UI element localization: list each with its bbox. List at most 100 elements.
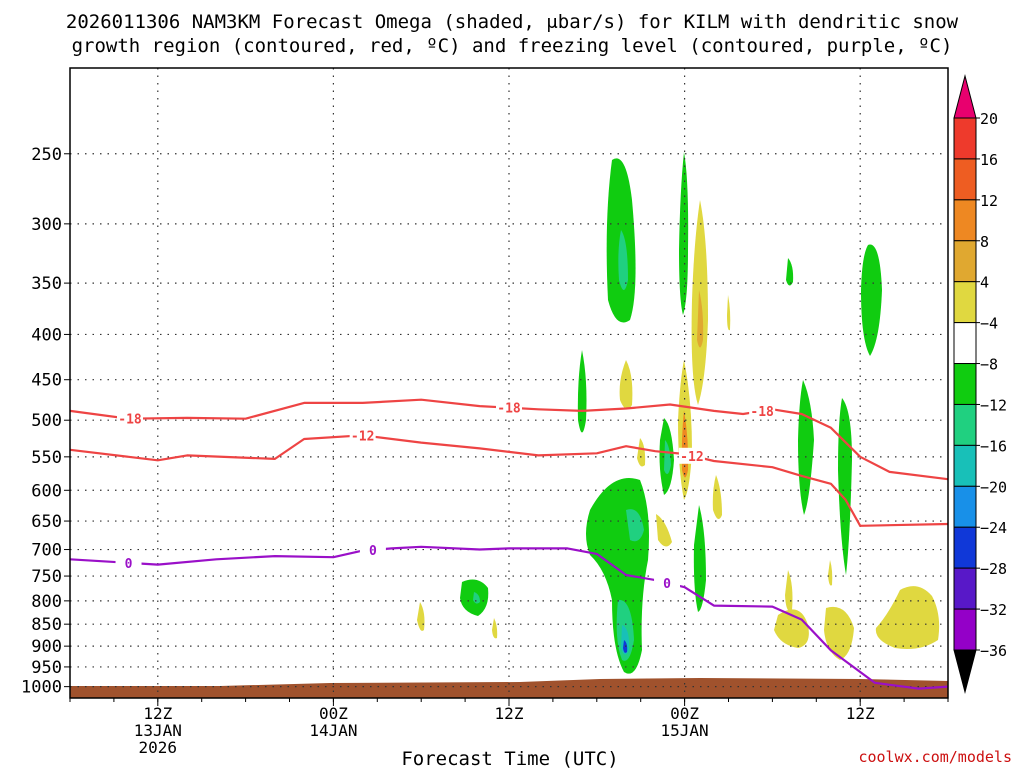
colorbar-label: 8 — [980, 233, 989, 251]
contour-label-bg — [116, 410, 143, 427]
omega-cell-teal — [626, 509, 644, 542]
colorbar-bin — [953, 117, 977, 160]
y-tick-label: 500 — [31, 411, 62, 431]
contour-label: -18 — [118, 413, 142, 428]
colorbar-bin — [953, 363, 977, 405]
colorbar-bin — [953, 526, 977, 569]
omega-cell-green — [861, 244, 882, 356]
contour-label-bg — [359, 541, 386, 558]
y-tick-label: 650 — [31, 512, 62, 532]
omega-cell-orange — [697, 290, 704, 348]
colorbar-label: −12 — [980, 396, 1007, 414]
colorbar-bottom-triangle — [953, 649, 977, 694]
plot-frame — [69, 67, 949, 699]
y-axis-ticks: 2503003504004505005506006507007508008509… — [21, 145, 70, 698]
contour-label: -12 — [680, 450, 703, 465]
contour-label-bg — [654, 574, 681, 591]
omega-cell-green — [693, 505, 706, 612]
x-tick-date: 15JAN — [661, 721, 709, 740]
y-tick-label: 400 — [31, 325, 62, 345]
temperature-contours: -18 -18 -18 -12 -12 0 0 0 — [69, 398, 949, 690]
x-tick-label: 12Z — [846, 704, 875, 723]
contour-label: 0 — [369, 544, 377, 559]
colorbar-label: −36 — [980, 642, 1007, 660]
y-tick-label: 900 — [31, 637, 62, 657]
x-tick-label: 00Z — [319, 704, 348, 723]
colorbar-label: −8 — [980, 356, 998, 374]
omega-cell-yellow — [824, 606, 854, 660]
omega-cell-yellow — [619, 360, 633, 409]
y-tick-label: 600 — [31, 481, 62, 501]
omega-cell-yellow — [828, 560, 833, 586]
colorbar-bin — [953, 444, 977, 487]
contour-label-bg — [349, 427, 376, 444]
colorbar-top-triangle — [953, 74, 977, 119]
colorbar-label: −16 — [980, 437, 1007, 455]
y-tick-label: 700 — [31, 541, 62, 561]
colorbar-label: 12 — [980, 192, 998, 210]
y-tick-label: 750 — [31, 567, 62, 587]
colorbar-label: 4 — [980, 274, 989, 292]
colorbar-bin — [953, 158, 977, 201]
x-tick-date: 14JAN — [309, 721, 357, 740]
plot-grid — [70, 68, 948, 698]
colorbar-label: −4 — [980, 315, 998, 333]
contour-label: -12 — [351, 429, 374, 444]
omega-cell-yellow — [712, 475, 722, 519]
colorbar-label: −20 — [980, 478, 1007, 496]
y-tick-label: 800 — [31, 592, 62, 612]
colorbar-label: 20 — [980, 110, 998, 128]
chart-title-line1: 2026011306 NAM3KM Forecast Omega (shaded… — [66, 11, 959, 33]
colorbar-bin — [953, 199, 977, 242]
omega-cell-yellow — [656, 514, 672, 547]
omega-cell-green — [786, 258, 794, 286]
y-tick-label: 350 — [31, 274, 62, 294]
contour-label-bg — [749, 402, 776, 419]
colorbar-label: −32 — [980, 601, 1007, 619]
omega-colorbar: 20 16 12 8 4 −4 −8 −12 −16 −20 −24 −28 −32 −36 — [953, 74, 1007, 694]
contour-label-bg — [496, 399, 522, 416]
contour-label-bg — [678, 447, 705, 464]
contour-line--12 — [69, 434, 949, 527]
colorbar-bin — [953, 567, 977, 610]
y-tick-label: 300 — [31, 215, 62, 235]
credit-text: coolwx.com/models — [858, 748, 1012, 766]
colorbar-bin — [953, 485, 977, 528]
colorbar-bin — [953, 608, 977, 651]
omega-cell-yellow — [727, 295, 731, 331]
omega-cell-teal — [664, 440, 671, 474]
contour-label-bg — [115, 554, 142, 571]
colorbar-label: −24 — [980, 519, 1007, 537]
y-tick-label: 950 — [31, 658, 62, 678]
x-axis-label: Forecast Time (UTC) — [401, 748, 618, 768]
y-tick-label: 550 — [31, 448, 62, 468]
x-tick-label: 00Z — [670, 704, 699, 723]
terrain-surface — [70, 678, 948, 698]
colorbar-bin — [953, 240, 977, 283]
y-tick-label: 1000 — [21, 678, 62, 698]
colorbar-bin — [953, 281, 977, 324]
colorbar-bin — [953, 403, 977, 446]
contour-label: -18 — [750, 405, 774, 420]
contour-line--18 — [69, 398, 949, 481]
colorbar-label: 16 — [980, 151, 998, 169]
x-tick-year: 2026 — [139, 738, 178, 757]
x-tick-label: 12Z — [143, 704, 172, 723]
y-tick-label: 850 — [31, 615, 62, 635]
omega-cell-teal — [618, 230, 628, 290]
contour-label: 0 — [125, 557, 133, 572]
x-tick-label: 12Z — [495, 704, 524, 723]
omega-cell-yellow — [637, 438, 646, 467]
omega-cell-teal — [473, 592, 480, 604]
omega-cell-green — [679, 152, 689, 315]
y-tick-label: 450 — [31, 371, 62, 391]
chart-title-line2: growth region (contoured, red, ºC) and f… — [72, 35, 953, 57]
contour-label: -18 — [497, 402, 521, 417]
contour-label: 0 — [663, 577, 671, 592]
contour-line-0 — [69, 545, 949, 690]
omega-cell-yellow — [492, 618, 498, 639]
omega-cell-yellow — [875, 586, 940, 649]
omega-cell-green — [838, 398, 852, 575]
